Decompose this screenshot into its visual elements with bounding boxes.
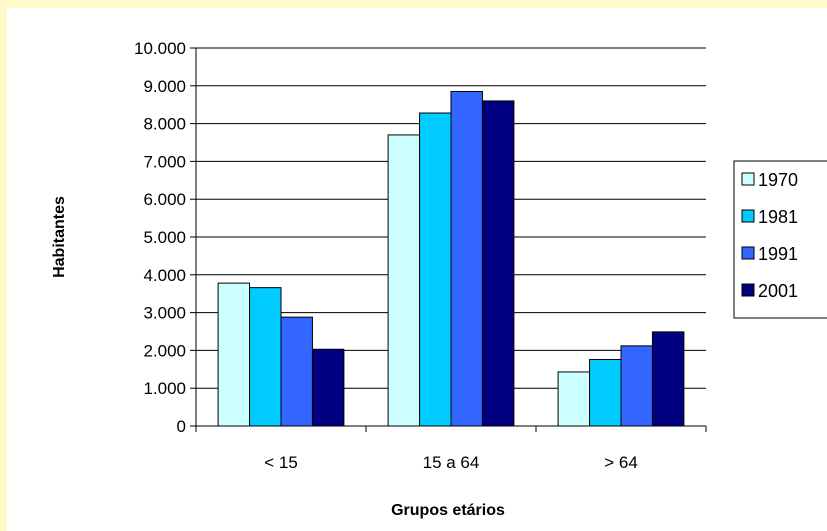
- x-tick-label: < 15: [264, 453, 298, 472]
- bar-chart: 0 1.000 2.000 3.000 4.000 5.000 6.000 7.000 8.00…: [7, 8, 827, 531]
- legend-swatch: [742, 247, 754, 259]
- bar: [482, 101, 513, 426]
- y-tick-label: 2.000: [143, 341, 186, 360]
- x-tick-label: > 64: [604, 453, 638, 472]
- bar: [652, 332, 683, 426]
- x-tick-label: 15 a 64: [423, 453, 480, 472]
- y-tick-label: 7.000: [143, 152, 186, 171]
- legend-swatch: [742, 173, 754, 185]
- y-axis-title: Habitantes: [51, 196, 68, 278]
- y-tick-label: 9.000: [143, 77, 186, 96]
- legend-swatch: [742, 284, 754, 296]
- bar: [312, 349, 343, 426]
- legend-label: 1991: [758, 244, 798, 264]
- bar: [451, 91, 482, 426]
- legend-swatch: [742, 210, 754, 222]
- bar: [388, 135, 419, 426]
- y-tick-label: 10.000: [134, 39, 186, 58]
- legend-label: 1970: [758, 170, 798, 190]
- y-tick-label: 0: [177, 417, 186, 436]
- bar: [558, 372, 589, 426]
- x-axis-title: Grupos etários: [391, 502, 505, 519]
- legend-label: 1981: [758, 207, 798, 227]
- y-tick-label: 1.000: [143, 379, 186, 398]
- legend: 1970 1981 1991 2001: [734, 161, 827, 318]
- bars: [218, 91, 684, 426]
- y-tick-label: 8.000: [143, 115, 186, 134]
- x-tick-labels: < 15 15 a 64 > 64: [264, 453, 638, 472]
- bar: [420, 113, 451, 426]
- y-tick-label: 5.000: [143, 228, 186, 247]
- y-tick-labels: 0 1.000 2.000 3.000 4.000 5.000 6.000 7.000 8.00…: [134, 39, 186, 436]
- bar: [590, 359, 621, 426]
- chart-frame: 0 1.000 2.000 3.000 4.000 5.000 6.000 7.000 8.00…: [7, 8, 827, 531]
- bar: [218, 283, 249, 426]
- bar: [281, 317, 312, 426]
- bar: [621, 346, 652, 426]
- legend-label: 2001: [758, 281, 798, 301]
- bar: [250, 288, 281, 426]
- y-tick-label: 6.000: [143, 190, 186, 209]
- y-tick-label: 4.000: [143, 266, 186, 285]
- y-tick-label: 3.000: [143, 304, 186, 323]
